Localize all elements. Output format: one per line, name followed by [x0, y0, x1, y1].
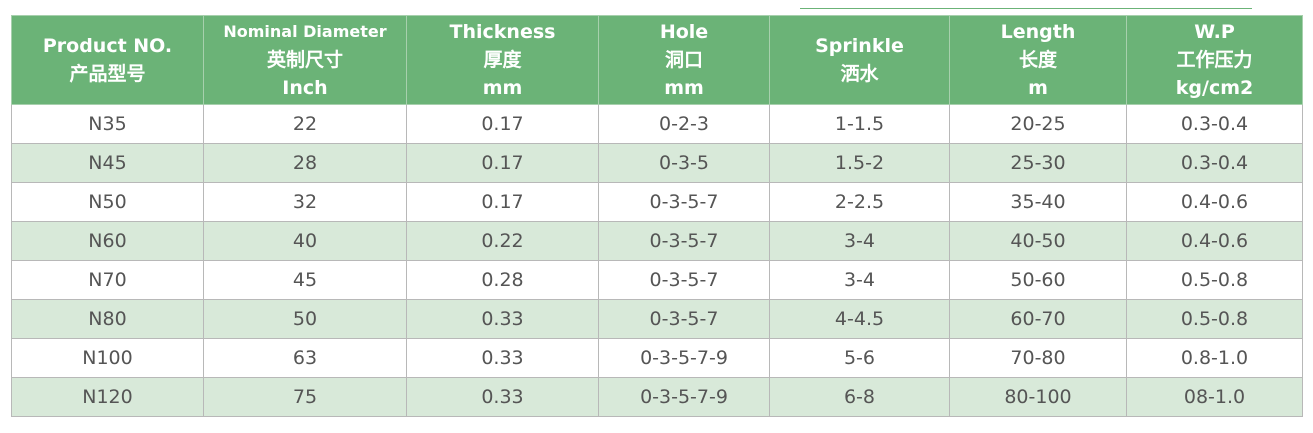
cell-sprinkle: 1-1.5: [769, 104, 950, 144]
cell-hole: 0-3-5-7: [598, 260, 770, 300]
table-row: N120 75 0.33 0-3-5-7-9 6-8 80-100 08-1.0: [11, 377, 1303, 417]
cell-hole: 0-3-5-7-9: [598, 377, 770, 417]
header-product-no: Product NO. 产品型号: [11, 15, 204, 105]
cell-length: 60-70: [949, 299, 1127, 339]
cell-nominal-diameter: 63: [203, 338, 407, 378]
cell-product-no: N120: [11, 377, 204, 417]
cell-hole: 0-2-3: [598, 104, 770, 144]
cell-length: 35-40: [949, 182, 1127, 222]
cell-sprinkle: 6-8: [769, 377, 950, 417]
cell-working-pressure: 0.3-0.4: [1126, 104, 1303, 144]
table-header-row: Product NO. 产品型号 Nominal Diameter 英制尺寸 I…: [11, 15, 1303, 105]
cell-hole: 0-3-5-7: [598, 299, 770, 339]
cell-working-pressure: 0.3-0.4: [1126, 143, 1303, 183]
cell-length: 80-100: [949, 377, 1127, 417]
cell-product-no: N70: [11, 260, 204, 300]
cell-product-no: N100: [11, 338, 204, 378]
table-row: N70 45 0.28 0-3-5-7 3-4 50-60 0.5-0.8: [11, 260, 1303, 300]
cell-working-pressure: 0.5-0.8: [1126, 260, 1303, 300]
cell-product-no: N80: [11, 299, 204, 339]
header-nominal-diameter: Nominal Diameter 英制尺寸 Inch: [203, 15, 407, 105]
cell-thickness: 0.17: [406, 104, 599, 144]
cell-sprinkle: 2-2.5: [769, 182, 950, 222]
cell-nominal-diameter: 28: [203, 143, 407, 183]
cell-working-pressure: 0.4-0.6: [1126, 221, 1303, 261]
cell-sprinkle: 4-4.5: [769, 299, 950, 339]
table-row: N45 28 0.17 0-3-5 1.5-2 25-30 0.3-0.4: [11, 143, 1303, 183]
cell-length: 50-60: [949, 260, 1127, 300]
cell-hole: 0-3-5: [598, 143, 770, 183]
header-length: Length 长度 m: [949, 15, 1127, 105]
cell-length: 70-80: [949, 338, 1127, 378]
cell-thickness: 0.33: [406, 377, 599, 417]
cell-nominal-diameter: 75: [203, 377, 407, 417]
cell-working-pressure: 0.8-1.0: [1126, 338, 1303, 378]
cell-sprinkle: 5-6: [769, 338, 950, 378]
table-row: N80 50 0.33 0-3-5-7 4-4.5 60-70 0.5-0.8: [11, 299, 1303, 339]
cell-working-pressure: 08-1.0: [1126, 377, 1303, 417]
cell-product-no: N35: [11, 104, 204, 144]
product-spec-table: Product NO. 产品型号 Nominal Diameter 英制尺寸 I…: [11, 15, 1303, 417]
table-row: N50 32 0.17 0-3-5-7 2-2.5 35-40 0.4-0.6: [11, 182, 1303, 222]
cell-thickness: 0.33: [406, 338, 599, 378]
header-working-pressure: W.P 工作压力 kg/cm2: [1126, 15, 1303, 105]
cell-nominal-diameter: 45: [203, 260, 407, 300]
cell-thickness: 0.17: [406, 143, 599, 183]
cell-thickness: 0.33: [406, 299, 599, 339]
cell-thickness: 0.22: [406, 221, 599, 261]
cell-sprinkle: 3-4: [769, 260, 950, 300]
cell-nominal-diameter: 22: [203, 104, 407, 144]
cell-sprinkle: 3-4: [769, 221, 950, 261]
cell-hole: 0-3-5-7-9: [598, 338, 770, 378]
cell-length: 40-50: [949, 221, 1127, 261]
cell-thickness: 0.17: [406, 182, 599, 222]
cell-product-no: N60: [11, 221, 204, 261]
cell-length: 20-25: [949, 104, 1127, 144]
cell-nominal-diameter: 32: [203, 182, 407, 222]
table-row: N60 40 0.22 0-3-5-7 3-4 40-50 0.4-0.6: [11, 221, 1303, 261]
table-row: N100 63 0.33 0-3-5-7-9 5-6 70-80 0.8-1.0: [11, 338, 1303, 378]
header-hole: Hole 洞口 mm: [598, 15, 770, 105]
cell-hole: 0-3-5-7: [598, 182, 770, 222]
cell-nominal-diameter: 40: [203, 221, 407, 261]
cell-thickness: 0.28: [406, 260, 599, 300]
cell-product-no: N50: [11, 182, 204, 222]
header-sprinkle: Sprinkle 洒水: [769, 15, 950, 105]
cell-hole: 0-3-5-7: [598, 221, 770, 261]
cell-working-pressure: 0.5-0.8: [1126, 299, 1303, 339]
table-row: N35 22 0.17 0-2-3 1-1.5 20-25 0.3-0.4: [11, 104, 1303, 144]
cell-sprinkle: 1.5-2: [769, 143, 950, 183]
cell-nominal-diameter: 50: [203, 299, 407, 339]
cell-length: 25-30: [949, 143, 1127, 183]
header-thickness: Thickness 厚度 mm: [406, 15, 599, 105]
cell-working-pressure: 0.4-0.6: [1126, 182, 1303, 222]
top-divider-line: [800, 8, 1252, 9]
cell-product-no: N45: [11, 143, 204, 183]
